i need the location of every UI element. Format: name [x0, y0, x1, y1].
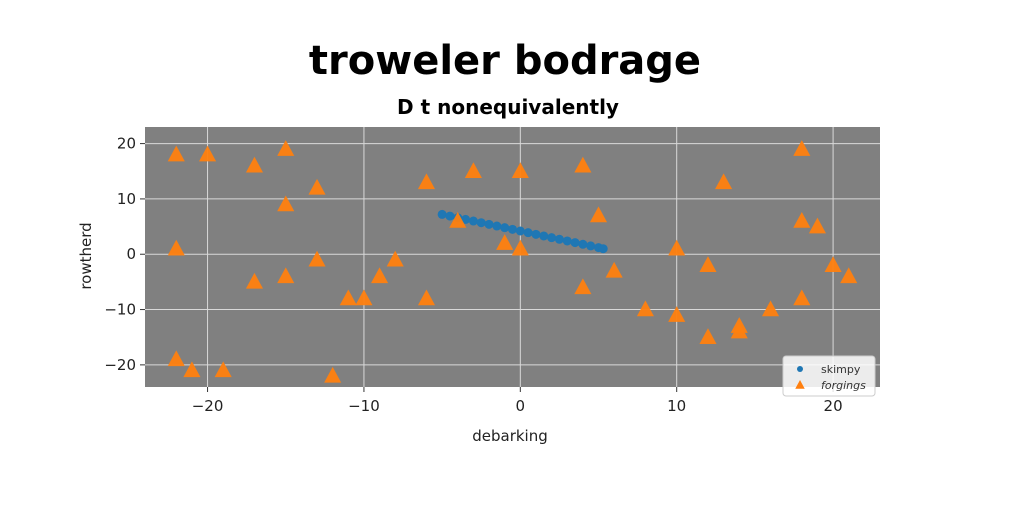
point-forgings	[355, 289, 373, 306]
point-forgings	[840, 267, 858, 284]
y-tick-label: 10	[117, 190, 136, 208]
point-skimpy	[468, 216, 478, 226]
point-forgings	[496, 234, 514, 250]
point-skimpy	[578, 239, 588, 249]
y-tick-label: 20	[117, 135, 136, 153]
point-forgings	[511, 239, 529, 256]
chart-subtitle: D t nonequivalently	[397, 95, 619, 119]
legend-box	[782, 355, 876, 397]
point-skimpy	[562, 236, 572, 246]
x-tick-label: −20	[192, 397, 224, 415]
x-tick-label: 10	[667, 397, 686, 415]
point-skimpy	[492, 221, 502, 231]
point-skimpy	[461, 214, 471, 224]
point-skimpy	[539, 231, 549, 241]
point-forgings	[793, 212, 811, 228]
point-skimpy	[586, 241, 596, 251]
point-forgings	[761, 300, 780, 317]
point-skimpy	[598, 244, 608, 254]
y-tick-label: −20	[104, 356, 136, 374]
legend-marker-forgings	[795, 380, 805, 389]
legend-marker-skimpy	[797, 366, 803, 372]
point-forgings	[464, 162, 482, 179]
series-skimpy	[437, 209, 608, 254]
point-forgings	[183, 361, 201, 378]
point-forgings	[214, 361, 232, 378]
point-forgings	[574, 156, 592, 173]
x-tick-label: 0	[516, 397, 526, 415]
legend: skimpy forgings	[782, 355, 876, 397]
point-forgings	[449, 212, 467, 228]
point-forgings	[636, 300, 654, 317]
point-forgings	[699, 328, 717, 344]
point-forgings	[167, 239, 185, 256]
point-skimpy	[437, 209, 447, 219]
point-forgings	[824, 256, 842, 273]
x-tick-label: −10	[348, 397, 380, 415]
point-skimpy	[508, 224, 517, 234]
point-skimpy	[547, 233, 557, 243]
point-skimpy	[570, 238, 580, 248]
point-forgings	[245, 272, 264, 289]
legend-label-forgings: forgings	[821, 379, 866, 392]
x-axis-label: debarking	[472, 427, 548, 445]
point-forgings	[386, 250, 404, 267]
point-forgings	[308, 178, 326, 195]
point-skimpy	[484, 219, 494, 229]
point-forgings	[589, 206, 608, 223]
point-forgings	[277, 267, 295, 284]
y-tick-label: 0	[126, 245, 136, 263]
point-forgings	[511, 162, 529, 179]
point-skimpy	[500, 223, 510, 233]
point-forgings	[808, 217, 826, 234]
point-forgings	[605, 261, 623, 278]
point-skimpy	[523, 228, 533, 238]
point-forgings	[167, 350, 185, 367]
chart-title: troweler bodrage	[309, 38, 701, 84]
point-forgings	[308, 250, 326, 267]
x-axis-ticks: −20 −10 0 10 20	[192, 387, 843, 415]
plot-area	[145, 127, 880, 387]
point-forgings	[167, 145, 185, 162]
point-forgings	[339, 289, 357, 306]
series-layer	[167, 140, 858, 383]
point-forgings	[574, 278, 592, 295]
point-forgings	[793, 289, 811, 306]
point-skimpy	[476, 218, 486, 228]
point-skimpy	[554, 234, 564, 244]
point-skimpy	[515, 226, 525, 236]
point-forgings	[793, 140, 811, 156]
point-forgings	[668, 306, 686, 322]
point-forgings	[199, 145, 217, 162]
point-forgings	[277, 195, 295, 212]
y-axis-ticks: 20 10 0 −10 −20	[104, 135, 145, 374]
point-forgings	[417, 173, 436, 190]
point-forgings	[668, 239, 686, 256]
point-forgings	[699, 256, 717, 273]
point-skimpy	[531, 229, 541, 239]
y-axis-label: rowtherd	[77, 222, 95, 289]
point-forgings	[324, 366, 342, 383]
point-forgings	[277, 140, 295, 156]
point-forgings	[730, 317, 748, 333]
point-forgings	[715, 173, 733, 190]
series-forgings	[167, 140, 858, 383]
point-skimpy	[445, 211, 455, 221]
point-forgings	[245, 156, 264, 173]
point-forgings	[417, 289, 436, 306]
point-forgings	[371, 267, 389, 284]
x-tick-label: 20	[824, 397, 843, 415]
legend-label-skimpy: skimpy	[821, 363, 861, 376]
y-tick-label: −10	[104, 301, 136, 319]
